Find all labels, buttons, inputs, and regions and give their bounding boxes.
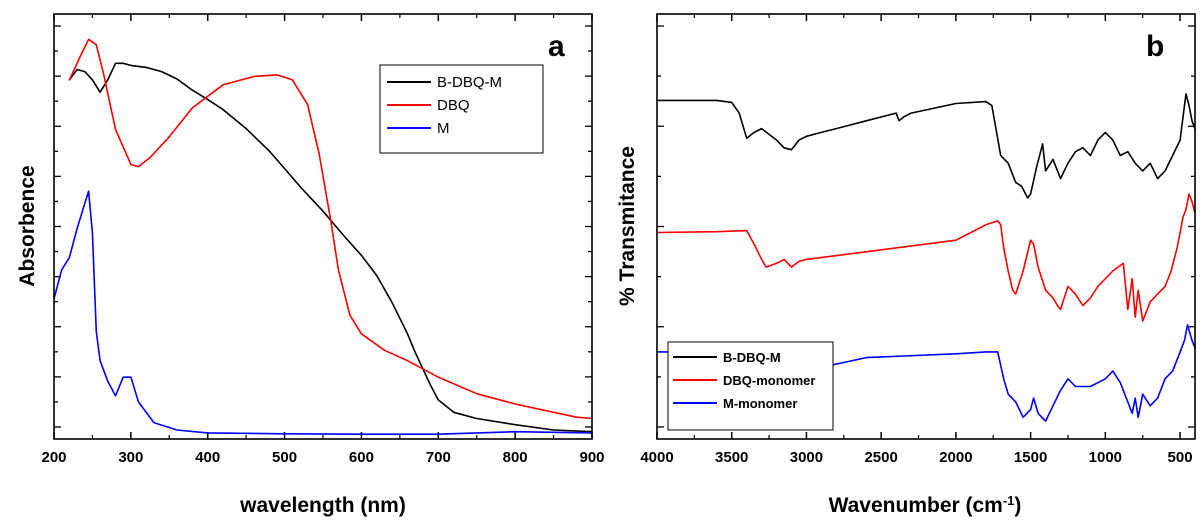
panel-a-x-ticks: 200 300 400 500 600 700 800 900 (41, 14, 605, 466)
panel-a-legend: B-DBQ-M DBQ M (379, 64, 544, 154)
series-line-m (53, 190, 593, 436)
x-tick-label: 800 (503, 449, 528, 466)
x-tick-label: 700 (426, 449, 451, 466)
x-tick-label: 500 (1168, 449, 1193, 466)
x-tick-label: 400 (195, 449, 220, 466)
legend-label: M (437, 120, 450, 137)
panel-b: 4000 3500 3000 2500 2000 1500 1000 500 b Wavenu… (616, 13, 1196, 518)
panel-a-series (53, 38, 593, 436)
series-line-dbq-monomer (656, 193, 1196, 322)
series-line-dbq (68, 38, 593, 420)
x-tick-label: 3500 (715, 449, 748, 466)
legend-label: M-monomer (723, 396, 797, 411)
legend-label: DBQ-monomer (723, 373, 815, 388)
x-tick-label: 2000 (939, 449, 972, 466)
panel-a-label: a (548, 30, 565, 63)
legend-label: B-DBQ-M (437, 74, 502, 91)
panel-b-x-axis-label: Wavenumber (cm-1) (829, 493, 1022, 518)
panel-b-x-ticks: 4000 3500 3000 2500 2000 1500 1000 500 (640, 14, 1193, 466)
panel-b-plot-frame (656, 13, 1196, 440)
panel-a: 200 300 400 500 600 700 800 900 a wavelength (n… (16, 13, 605, 517)
x-tick-label: 3000 (790, 449, 823, 466)
panel-b-y-axis-label: % Transmitance (616, 146, 639, 306)
legend-label: DBQ (437, 97, 470, 114)
panel-b-label: b (1146, 30, 1164, 63)
x-tick-label: 500 (272, 449, 297, 466)
x-tick-label: 2500 (864, 449, 897, 466)
x-tick-label: 1000 (1089, 449, 1122, 466)
panel-a-x-axis-label: wavelength (nm) (239, 494, 406, 517)
x-tick-label: 4000 (640, 449, 673, 466)
panel-a-legend-box (379, 64, 544, 154)
x-tick-label: 600 (349, 449, 374, 466)
series-line-b-dbq-m (68, 62, 593, 433)
x-tick-label: 1500 (1014, 449, 1047, 466)
x-tick-label: 300 (118, 449, 143, 466)
series-line-b-dbq-m (656, 93, 1196, 199)
x-tick-label: 900 (579, 449, 604, 466)
panel-a-y-axis-label: Absorbence (16, 165, 39, 286)
panel-b-legend: B-DBQ-M DBQ-monomer M-monomer (667, 341, 834, 431)
x-tick-label: 200 (41, 449, 66, 466)
panel-a-plot-frame (53, 13, 593, 440)
legend-label: B-DBQ-M (723, 350, 781, 365)
